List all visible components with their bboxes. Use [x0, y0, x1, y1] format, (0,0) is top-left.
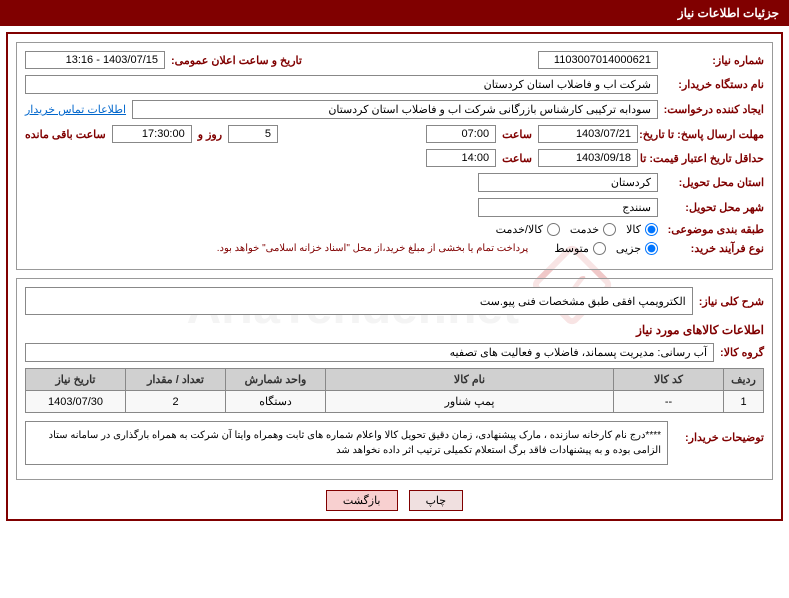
- label-province: استان محل تحویل:: [664, 176, 764, 189]
- label-hour-2: ساعت: [502, 152, 532, 165]
- radio-both-input[interactable]: [547, 223, 560, 236]
- radio-service-input[interactable]: [603, 223, 616, 236]
- print-button[interactable]: چاپ: [409, 490, 464, 511]
- row-validity: حداقل تاریخ اعتبار قیمت: تا تاریخ: 1403/…: [25, 149, 764, 167]
- label-buyer-org: نام دستگاه خریدار:: [664, 78, 764, 91]
- field-validity-date: 1403/09/18: [538, 149, 638, 167]
- row-deadline: مهلت ارسال پاسخ: تا تاریخ: 1403/07/21 سا…: [25, 125, 764, 143]
- radio-goods-input[interactable]: [645, 223, 658, 236]
- field-validity-time: 14:00: [426, 149, 496, 167]
- cell-code: --: [614, 391, 724, 413]
- button-row: چاپ بازگشت: [16, 490, 773, 511]
- goods-table: ردیف کد کالا نام کالا واحد شمارش تعداد /…: [25, 368, 764, 413]
- radio-partial[interactable]: جزیی: [616, 242, 658, 255]
- th-row: ردیف: [724, 369, 764, 391]
- panel-title: جزئیات اطلاعات نیاز: [678, 6, 779, 20]
- label-goods-group: گروه کالا:: [720, 346, 764, 359]
- label-deadline: مهلت ارسال پاسخ: تا تاریخ:: [644, 128, 764, 141]
- field-buyer-notes: ****درج نام کارخانه سازنده ، مارک پیشنها…: [25, 421, 668, 465]
- cell-row: 1: [724, 391, 764, 413]
- label-remaining: ساعت باقی مانده: [25, 128, 106, 141]
- radio-both[interactable]: کالا/خدمت: [496, 223, 560, 236]
- radio-medium-input[interactable]: [593, 242, 606, 255]
- radio-group-category: کالا خدمت کالا/خدمت: [496, 223, 658, 236]
- field-remaining-days: 5: [228, 125, 278, 143]
- label-city: شهر محل تحویل:: [664, 201, 764, 214]
- row-category: طبقه بندی موضوعی: کالا خدمت کالا/خدمت: [25, 223, 764, 236]
- field-buyer-org: شرکت اب و فاضلاب استان کردستان: [25, 75, 658, 94]
- cell-qty: 2: [126, 391, 226, 413]
- row-province: استان محل تحویل: کردستان: [25, 173, 764, 192]
- th-name: نام کالا: [326, 369, 614, 391]
- field-province: کردستان: [478, 173, 658, 192]
- radio-goods[interactable]: کالا: [626, 223, 658, 236]
- field-requester: سودابه ترکیبی کارشناس بازرگانی شرکت اب و…: [132, 100, 658, 119]
- field-goods-group: آب رسانی: مدیریت پسماند، فاضلاب و فعالیت…: [25, 343, 714, 362]
- label-general-desc: شرح کلی نیاز:: [699, 295, 764, 308]
- cell-name: پمپ شناور: [326, 391, 614, 413]
- field-general-desc: الکترویمپ افقی طبق مشخصات فنی پیو.ست: [25, 287, 693, 315]
- row-goods-group: گروه کالا: آب رسانی: مدیریت پسماند، فاضل…: [25, 343, 764, 362]
- panel-header: جزئیات اطلاعات نیاز: [0, 0, 789, 26]
- radio-service[interactable]: خدمت: [570, 223, 616, 236]
- back-button[interactable]: بازگشت: [326, 490, 398, 511]
- radio-partial-input[interactable]: [645, 242, 658, 255]
- th-qty: تعداد / مقدار: [126, 369, 226, 391]
- field-remaining-time: 17:30:00: [112, 125, 192, 143]
- label-process: نوع فرآیند خرید:: [664, 242, 764, 255]
- details-box: شماره نیاز: 1103007014000621 تاریخ و ساع…: [16, 42, 773, 270]
- label-announce-dt: تاریخ و ساعت اعلان عمومی:: [171, 54, 302, 67]
- field-need-no: 1103007014000621: [538, 51, 658, 69]
- th-date: تاریخ نیاز: [26, 369, 126, 391]
- label-validity: حداقل تاریخ اعتبار قیمت: تا تاریخ:: [644, 152, 764, 165]
- th-unit: واحد شمارش: [226, 369, 326, 391]
- row-need-no: شماره نیاز: 1103007014000621 تاریخ و ساع…: [25, 51, 764, 69]
- label-days-and: روز و: [198, 128, 222, 141]
- th-code: کد کالا: [614, 369, 724, 391]
- field-city: سنندج: [478, 198, 658, 217]
- main-panel: شماره نیاز: 1103007014000621 تاریخ و ساع…: [6, 32, 783, 521]
- table-header-row: ردیف کد کالا نام کالا واحد شمارش تعداد /…: [26, 369, 764, 391]
- field-announce-dt: 1403/07/15 - 13:16: [25, 51, 165, 69]
- label-requester: ایجاد کننده درخواست:: [664, 103, 764, 116]
- label-hour-1: ساعت: [502, 128, 532, 141]
- label-buyer-notes: توضیحات خریدار:: [674, 421, 764, 444]
- label-category: طبقه بندی موضوعی:: [664, 223, 764, 236]
- table-row: 1 -- پمپ شناور دستگاه 2 1403/07/30: [26, 391, 764, 413]
- row-process: نوع فرآیند خرید: جزیی متوسط پرداخت تمام …: [25, 242, 764, 255]
- cell-date: 1403/07/30: [26, 391, 126, 413]
- link-contact-buyer[interactable]: اطلاعات تماس خریدار: [25, 103, 126, 116]
- section-goods-info: اطلاعات کالاهای مورد نیاز: [25, 323, 764, 337]
- description-box: شرح کلی نیاز: الکترویمپ افقی طبق مشخصات …: [16, 278, 773, 480]
- radio-medium[interactable]: متوسط: [554, 242, 606, 255]
- cell-unit: دستگاه: [226, 391, 326, 413]
- row-buyer-notes: توضیحات خریدار: ****درج نام کارخانه سازن…: [25, 421, 764, 465]
- row-buyer-org: نام دستگاه خریدار: شرکت اب و فاضلاب استا…: [25, 75, 764, 94]
- radio-group-process: جزیی متوسط: [554, 242, 658, 255]
- row-city: شهر محل تحویل: سنندج: [25, 198, 764, 217]
- row-general-desc: شرح کلی نیاز: الکترویمپ افقی طبق مشخصات …: [25, 287, 764, 315]
- field-deadline-date: 1403/07/21: [538, 125, 638, 143]
- label-need-no: شماره نیاز:: [664, 54, 764, 67]
- field-deadline-time: 07:00: [426, 125, 496, 143]
- row-requester: ایجاد کننده درخواست: سودابه ترکیبی کارشن…: [25, 100, 764, 119]
- payment-note: پرداخت تمام یا بخشی از مبلغ خرید،از محل …: [217, 243, 529, 254]
